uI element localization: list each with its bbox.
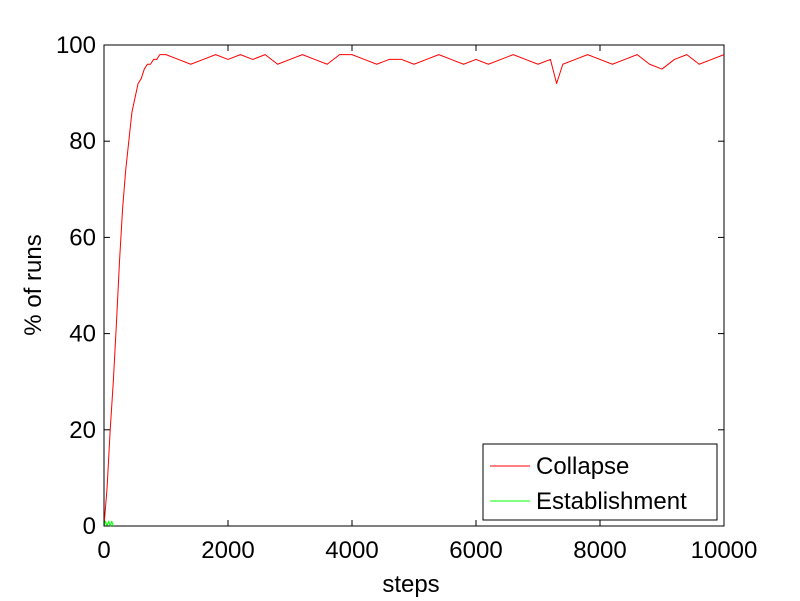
x-tick-label: 6000 (449, 537, 502, 564)
series-layer (103, 54, 725, 527)
x-tick-label: 2000 (201, 537, 254, 564)
legend-box (482, 443, 718, 521)
y-tick-label: 20 (69, 417, 96, 444)
tick-layer: 0 2000 4000 6000 8000 10000 0 20 40 60 80 100 (56, 32, 757, 564)
legend: Collapse Establishment (482, 443, 718, 521)
y-tick-label: 0 (83, 513, 96, 540)
series-line-establishment (103, 520, 114, 527)
y-tick-label: 80 (69, 128, 96, 155)
y-axis-label: % of runs (20, 234, 47, 335)
legend-label-collapse: Collapse (536, 453, 629, 480)
x-tick-label: 4000 (325, 537, 378, 564)
x-tick-label: 10000 (691, 537, 758, 564)
x-tick-label: 0 (97, 537, 110, 564)
legend-label-establishment: Establishment (536, 488, 687, 515)
series-line-collapse (103, 54, 725, 527)
x-axis-label: steps (382, 571, 439, 598)
x-tick-label: 8000 (573, 537, 626, 564)
y-tick-label: 40 (69, 321, 96, 348)
y-tick-label: 60 (69, 224, 96, 251)
y-tick-label: 100 (56, 32, 96, 59)
